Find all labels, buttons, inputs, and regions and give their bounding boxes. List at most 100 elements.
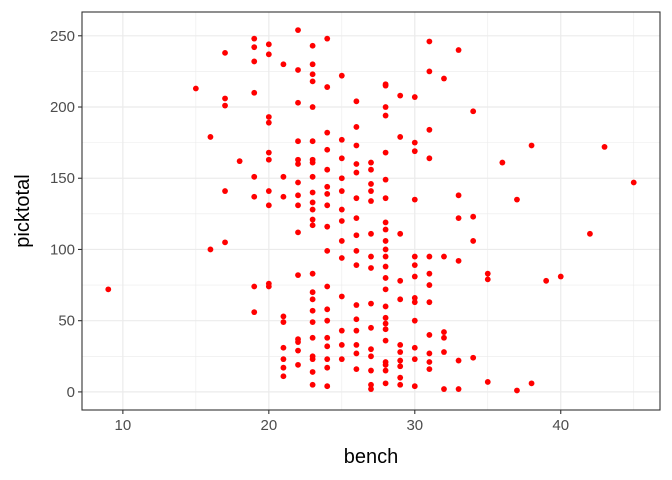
data-point — [353, 232, 360, 239]
data-point — [470, 238, 477, 244]
data-point — [630, 179, 637, 186]
data-point — [280, 193, 287, 200]
data-point — [265, 202, 272, 209]
data-point — [251, 283, 258, 290]
data-point — [514, 387, 520, 394]
data-point — [382, 314, 389, 321]
data-point — [397, 296, 404, 303]
data-point — [426, 38, 433, 45]
data-point — [324, 364, 331, 371]
data-point — [222, 95, 228, 102]
data-point — [324, 146, 331, 153]
data-point — [280, 373, 287, 380]
data-point — [236, 158, 243, 165]
data-point — [251, 35, 258, 42]
data-point — [426, 282, 433, 288]
data-point — [353, 195, 360, 202]
x-tick-label: 30 — [406, 417, 423, 434]
data-point — [338, 155, 345, 162]
data-point — [397, 92, 404, 99]
data-point — [295, 67, 301, 73]
data-point — [309, 78, 316, 85]
data-point — [411, 253, 418, 260]
panel-border — [81, 11, 661, 411]
data-point — [382, 361, 389, 368]
data-point — [397, 363, 404, 370]
data-point — [368, 353, 374, 360]
data-point — [324, 283, 331, 290]
data-point — [353, 215, 360, 222]
data-point — [324, 383, 331, 390]
data-point — [265, 114, 272, 120]
data-point — [441, 386, 447, 392]
data-point — [324, 223, 331, 230]
data-point — [280, 313, 287, 320]
data-point — [324, 247, 331, 254]
data-point — [426, 68, 433, 75]
data-point — [382, 320, 389, 327]
data-point — [368, 367, 374, 374]
data-point — [309, 138, 316, 145]
y-tick-label: 200 — [50, 99, 75, 116]
data-point — [411, 196, 418, 203]
data-point — [382, 367, 389, 374]
data-point — [280, 344, 287, 351]
data-point — [441, 334, 447, 341]
data-point — [368, 386, 374, 392]
data-point — [514, 196, 520, 203]
data-point — [368, 230, 374, 237]
data-point — [324, 202, 331, 209]
data-point — [397, 230, 404, 237]
data-point — [426, 366, 433, 373]
data-point — [192, 85, 199, 92]
data-point — [324, 183, 331, 190]
data-point — [338, 188, 345, 194]
y-tick-label: 100 — [50, 241, 75, 258]
data-point — [309, 334, 316, 341]
data-point — [382, 337, 389, 344]
data-point — [368, 159, 374, 166]
data-point — [382, 238, 389, 244]
data-point — [397, 342, 404, 348]
y-tick-labels: 0 50 100 150 200 250 — [50, 28, 75, 401]
data-point — [338, 255, 345, 261]
data-point — [484, 379, 491, 385]
data-point — [587, 230, 593, 237]
data-point — [368, 253, 374, 260]
data-point — [295, 272, 301, 279]
data-point — [368, 188, 374, 194]
data-point — [441, 349, 447, 355]
data-point — [295, 27, 301, 33]
axis-ticks — [78, 35, 562, 414]
data-point — [222, 239, 228, 246]
data-point — [295, 138, 301, 145]
data-point — [411, 317, 418, 324]
data-point — [426, 155, 433, 162]
data-point — [324, 129, 331, 136]
data-points — [105, 27, 637, 394]
data-point — [280, 173, 287, 180]
data-point — [382, 303, 389, 310]
data-point — [295, 361, 301, 368]
data-point — [222, 102, 228, 109]
data-point — [324, 35, 331, 42]
data-point — [484, 270, 491, 277]
data-point — [324, 166, 331, 173]
data-point — [309, 71, 316, 78]
y-tick-label: 50 — [58, 313, 75, 330]
data-point — [324, 317, 331, 324]
data-point — [324, 191, 331, 197]
data-point — [426, 270, 433, 277]
data-point — [309, 222, 316, 229]
data-point — [397, 134, 404, 140]
data-point — [280, 319, 287, 326]
data-point — [455, 47, 462, 53]
data-point — [455, 215, 462, 222]
data-point — [353, 247, 360, 254]
data-point — [353, 327, 360, 334]
data-point — [528, 380, 535, 387]
x-tick-labels: 10 20 30 40 — [115, 417, 570, 434]
data-point — [265, 283, 272, 290]
data-point — [309, 296, 316, 303]
data-point — [411, 356, 418, 363]
